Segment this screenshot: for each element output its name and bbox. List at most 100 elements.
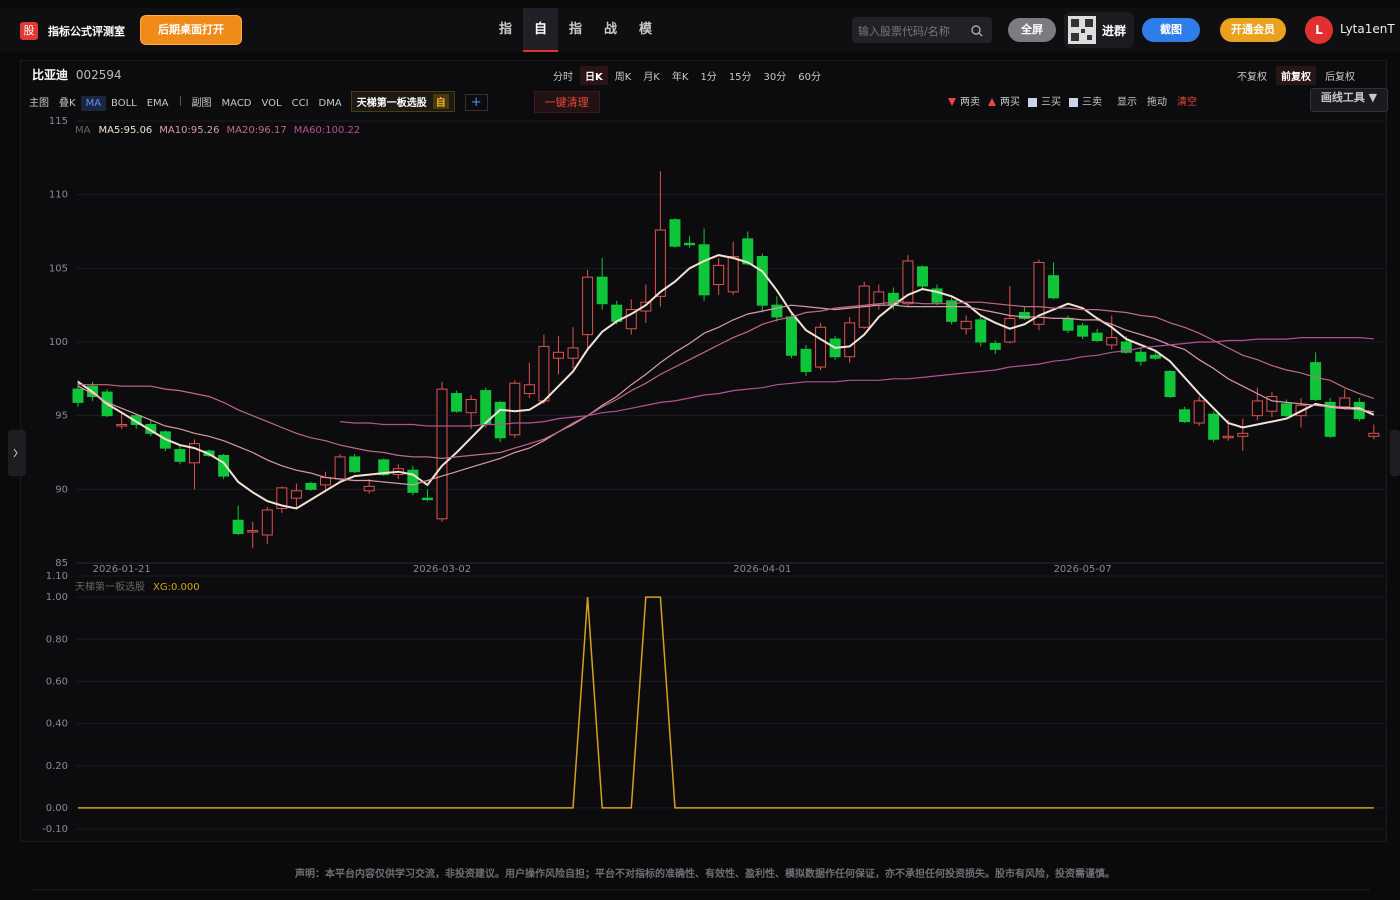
show-button[interactable]: 显示: [1117, 97, 1137, 108]
y-tick-label: 1.00: [46, 592, 68, 603]
y-tick-label: 110: [49, 190, 68, 201]
period-tab[interactable]: 日K: [580, 66, 608, 85]
candle-body: [1193, 400, 1205, 424]
y-tick-label: 105: [49, 263, 68, 274]
candle-body: [625, 309, 637, 330]
main-indicator[interactable]: MA: [80, 96, 107, 111]
signal-filter[interactable]: 两买: [984, 91, 1024, 110]
signal-toolbar: 两卖 两买 三买 三卖 显示 拖动 清空: [944, 91, 1202, 110]
search-icon: [971, 25, 983, 37]
disclaimer: 声明：本平台内容仅供学习交流，非投资建议。用户操作风险自担；平台不对指标的准确性…: [294, 867, 1115, 880]
candle-body: [654, 229, 666, 297]
x-tick-label: 2026-04-01: [733, 564, 791, 575]
candle-body: [989, 342, 1001, 350]
period-tab[interactable]: 分时: [553, 72, 573, 83]
candle-body: [800, 348, 812, 372]
candle-body: [1091, 332, 1103, 342]
signal-filter[interactable]: 三买: [1024, 91, 1065, 110]
candle-body: [363, 485, 375, 492]
sub-indicator[interactable]: MACD: [221, 98, 252, 109]
signal-label: 两买: [1000, 97, 1020, 108]
legend-entry: MA10:95.26: [159, 125, 219, 136]
candle-body: [727, 256, 739, 293]
candle-body: [145, 424, 157, 434]
candle-body: [72, 388, 84, 403]
candle-body: [1062, 317, 1074, 331]
candle-body: [320, 477, 332, 486]
y-tick-label: -0.10: [42, 824, 68, 835]
sub-indicator[interactable]: DMA: [318, 98, 342, 109]
vip-button[interactable]: 开通会员: [1220, 18, 1286, 42]
sub-indicator[interactable]: VOL: [261, 98, 282, 109]
draw-tools-button[interactable]: 画线工具 ▼: [1310, 88, 1388, 112]
indicator-tag[interactable]: 天梯第一板选股自: [350, 91, 455, 112]
candle-body: [916, 266, 928, 287]
period-tab[interactable]: 周K: [614, 72, 632, 83]
candle-body: [1179, 409, 1191, 423]
adjust-tab[interactable]: 前复权: [1276, 66, 1316, 85]
period-tab[interactable]: 月K: [643, 72, 660, 83]
line-series: [340, 337, 1374, 427]
candle-body: [1208, 413, 1220, 440]
clear-button[interactable]: 一键清理: [533, 91, 600, 113]
candle-body: [1164, 370, 1176, 398]
candle-body: [334, 456, 346, 480]
candle-body: [582, 276, 594, 336]
period-tab[interactable]: 1分: [700, 72, 717, 83]
candle-body: [247, 530, 259, 533]
candle-body: [1149, 354, 1161, 359]
adjust-tab[interactable]: 不复权: [1237, 72, 1267, 83]
sub-indicator[interactable]: CCI: [291, 98, 309, 109]
indicator-tag-badge: 自: [432, 94, 449, 109]
signal-filter[interactable]: 两卖: [944, 91, 984, 110]
user-name[interactable]: Lyta1enT: [1340, 22, 1395, 36]
main-indicator[interactable]: 叠K: [59, 98, 76, 109]
candle-body: [436, 388, 448, 520]
signal-icon: [948, 98, 956, 106]
x-tick-label: 2026-01-21: [93, 564, 151, 575]
screenshot-button[interactable]: 截图: [1142, 18, 1200, 42]
main-indicator[interactable]: BOLL: [111, 98, 137, 109]
candle-body: [116, 424, 128, 427]
signal-filter[interactable]: 三卖: [1065, 91, 1106, 110]
candle-body: [960, 320, 972, 330]
indicator-toolbar: 主图 叠K MA BOLL EMA 副图 MACD VOL CCI DMA 天梯第一板选股自 + 一键清…: [24, 91, 600, 113]
adjust-tabs: 不复权 前复权 后复权: [1232, 66, 1364, 85]
main-chart-label: 主图: [29, 98, 49, 109]
candle-body: [261, 509, 273, 536]
signal-label: 两卖: [960, 97, 980, 108]
candle-body: [407, 469, 419, 493]
drag-button[interactable]: 拖动: [1147, 97, 1167, 108]
period-tab[interactable]: 30分: [763, 72, 787, 83]
empty-button[interactable]: 清空: [1177, 97, 1197, 108]
avatar[interactable]: L: [1305, 16, 1333, 44]
signal-icon: [988, 98, 996, 106]
candle-body: [684, 242, 696, 246]
candle-body: [174, 449, 186, 462]
search-placeholder: 输入股票代码/名称: [858, 25, 950, 38]
group-button[interactable]: 进群: [1064, 12, 1134, 48]
period-tab[interactable]: 60分: [798, 72, 822, 83]
candle-body: [451, 393, 463, 412]
side-tab-right[interactable]: [1390, 430, 1400, 476]
candle-body: [1222, 435, 1234, 439]
candle-body: [276, 487, 288, 509]
y-tick-label: 115: [49, 116, 68, 127]
legend-title: 天梯第一板选股: [75, 580, 145, 593]
line-series: [78, 596, 1374, 809]
add-button[interactable]: +: [464, 94, 488, 111]
candle-body: [1339, 397, 1351, 408]
adjust-tab[interactable]: 后复权: [1325, 72, 1355, 83]
search-box[interactable]: 输入股票代码/名称: [852, 17, 992, 43]
candle-body: [1280, 403, 1292, 417]
open-desktop-button[interactable]: 后期桌面打开: [140, 15, 242, 45]
main-indicator[interactable]: EMA: [146, 98, 169, 109]
site-name: 指标公式评测室: [48, 25, 125, 38]
x-tick-label: 2026-03-02: [413, 564, 471, 575]
fullscreen-button[interactable]: 全屏: [1008, 18, 1056, 42]
candle-body: [771, 304, 783, 318]
candle-body: [378, 459, 390, 476]
candle-body: [1048, 275, 1060, 299]
period-tab[interactable]: 年K: [671, 72, 689, 83]
period-tab[interactable]: 15分: [728, 72, 752, 83]
